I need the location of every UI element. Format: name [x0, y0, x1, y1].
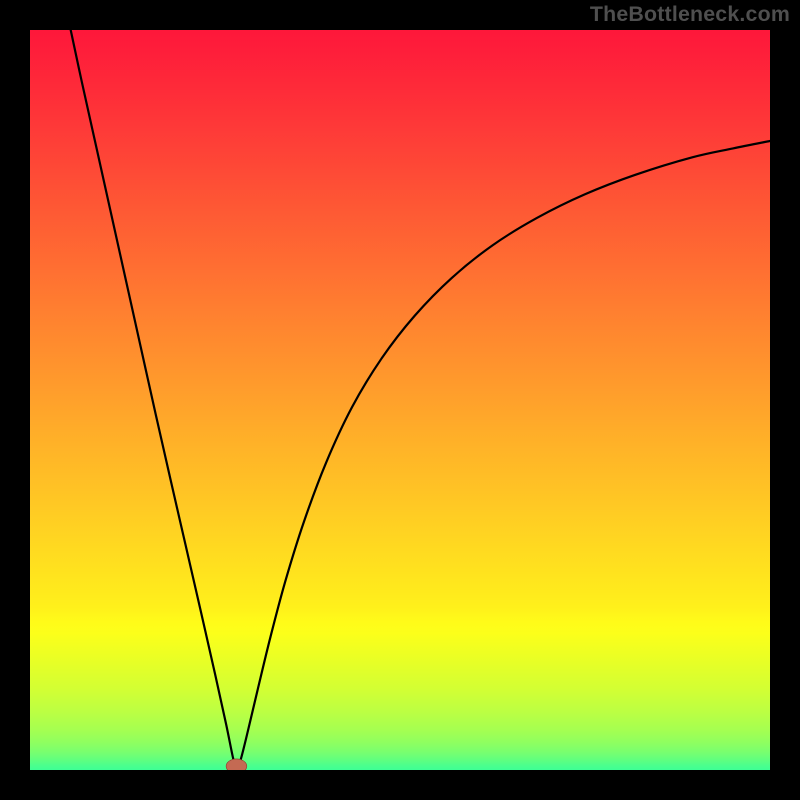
watermark-label: TheBottleneck.com	[590, 2, 790, 27]
plot-area	[30, 30, 770, 770]
chart-frame: TheBottleneck.com	[0, 0, 800, 800]
plot-background	[30, 30, 770, 770]
plot-svg	[30, 30, 770, 770]
